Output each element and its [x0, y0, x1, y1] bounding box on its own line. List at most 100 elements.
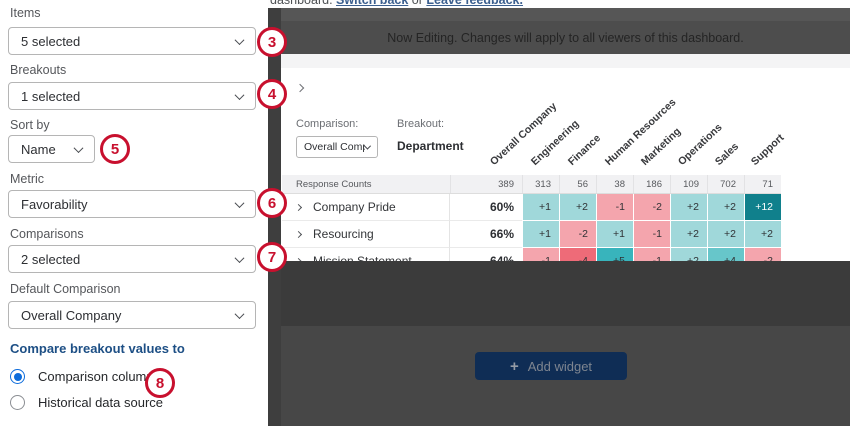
historical-data-source-radio-label: Historical data source — [38, 395, 163, 410]
chevron-down-icon — [73, 142, 84, 153]
items-label: Items — [10, 6, 41, 20]
table-row: Company Pride 60% +1 +2 -1 -2 +2 +2 +12 — [282, 194, 781, 221]
metric-select-value: Favorability — [21, 196, 88, 212]
default-comparison-label: Default Comparison — [10, 282, 121, 296]
response-count-value: 56 — [559, 175, 596, 193]
delta-cell: +2 — [670, 248, 707, 261]
response-count-value: 313 — [522, 175, 559, 193]
now-editing-banner: Now Editing. Changes will apply to all v… — [281, 21, 850, 54]
response-count-value: 389 — [450, 175, 522, 193]
response-count-value: 702 — [707, 175, 744, 193]
column-header-overall-company: Overall Company — [487, 100, 560, 168]
metric-select[interactable]: Favorability — [8, 190, 256, 218]
delta-cell: -2 — [559, 221, 596, 248]
delta-cell: +2 — [707, 221, 744, 248]
annotation-circle-3: 3 — [257, 27, 287, 57]
comparisons-select-value: 2 selected — [21, 251, 81, 267]
annotation-circle-5: 5 — [100, 134, 130, 164]
dimmed-header-strip — [281, 8, 850, 21]
comparison-dropdown[interactable]: Overall Comp... — [296, 136, 378, 158]
preview-mode-bar: dashboard. Switch back or Leave feedback… — [268, 0, 850, 8]
delta-cell: +1 — [522, 221, 559, 248]
row-label: Resourcing — [313, 227, 374, 241]
dashboard-canvas-strip — [281, 54, 850, 68]
comparison-control-label: Comparison: — [296, 118, 359, 130]
comparison-dropdown-value: Overall Comp... — [304, 141, 365, 153]
delta-cell: -1 — [522, 248, 559, 261]
breakouts-select[interactable]: 1 selected — [8, 82, 256, 110]
delta-cell: +2 — [670, 194, 707, 221]
delta-cell: -1 — [633, 248, 670, 261]
comparisons-label: Comparisons — [10, 227, 84, 241]
response-count-value: 109 — [670, 175, 707, 193]
delta-cell: -1 — [633, 221, 670, 248]
items-select-value: 5 selected — [21, 33, 81, 49]
chevron-down-icon — [234, 197, 245, 208]
delta-cell: +2 — [744, 221, 781, 248]
default-comparison-select[interactable]: Overall Company — [8, 301, 256, 329]
comparison-table: Response Counts 389 313 56 38 186 109 702 71 Comp… — [282, 175, 781, 261]
comparison-column-radio[interactable] — [10, 369, 25, 384]
compare-breakout-heading: Compare breakout values to — [10, 341, 185, 356]
breakouts-label: Breakouts — [10, 63, 67, 77]
response-counts-row: Response Counts 389 313 56 38 186 109 702 71 — [282, 175, 781, 194]
comparison-column-radio-label: Comparison column — [38, 369, 154, 384]
sort-by-select-value: Name — [21, 141, 56, 157]
breakout-control-label: Breakout: — [397, 118, 445, 130]
delta-cell: -4 — [559, 248, 596, 261]
now-editing-text: Now Editing. Changes will apply to all v… — [387, 30, 744, 45]
switch-back-link[interactable]: Switch back — [336, 0, 409, 7]
row-expand-control[interactable]: Mission Statement — [282, 248, 450, 261]
breakouts-select-value: 1 selected — [21, 88, 81, 104]
chevron-right-icon — [294, 230, 303, 238]
delta-cell: +2 — [559, 194, 596, 221]
annotation-circle-7: 7 — [257, 242, 287, 272]
table-row: Mission Statement 64% -1 -4 +5 -1 +2 +4 -2 — [282, 248, 781, 261]
preview-bar-text: dashboard. — [270, 0, 333, 7]
overall-value: 66% — [450, 221, 522, 248]
column-header-sales: Sales — [712, 140, 742, 168]
column-header-support: Support — [748, 131, 787, 168]
items-select[interactable]: 5 selected — [8, 27, 256, 55]
delta-cell: +5 — [596, 248, 633, 261]
delta-cell: +1 — [522, 194, 559, 221]
chevron-down-icon — [234, 89, 245, 100]
overall-value: 60% — [450, 194, 522, 221]
delta-cell: -2 — [633, 194, 670, 221]
annotation-circle-4: 4 — [257, 79, 287, 109]
sort-by-label: Sort by — [10, 118, 50, 132]
response-counts-label: Response Counts — [296, 178, 372, 190]
leave-feedback-link[interactable]: Leave feedback. — [426, 0, 523, 7]
comparison-widget: Comparison: Overall Comp... Breakout: De… — [281, 68, 850, 261]
row-label: Mission Statement — [313, 254, 412, 261]
annotation-circle-6: 6 — [257, 188, 287, 218]
sort-by-select[interactable]: Name — [8, 135, 95, 163]
delta-cell: -2 — [744, 248, 781, 261]
row-expand-control[interactable]: Company Pride — [282, 194, 450, 221]
chevron-down-icon — [234, 252, 245, 263]
row-label: Company Pride — [313, 200, 396, 214]
preview-bar-conjunction: or — [411, 0, 423, 7]
add-widget-button[interactable]: + Add widget — [475, 352, 627, 380]
annotation-circle-8: 8 — [145, 368, 175, 398]
metric-label: Metric — [10, 172, 45, 186]
row-expand-control[interactable]: Resourcing — [282, 221, 450, 248]
delta-cell: +2 — [670, 221, 707, 248]
delta-cell: +1 — [596, 221, 633, 248]
overall-value: 64% — [450, 248, 522, 261]
comparisons-select[interactable]: 2 selected — [8, 245, 256, 273]
delta-cell: +12 — [744, 194, 781, 221]
collapse-chevron-icon[interactable] — [295, 83, 305, 93]
dashboard-area: dashboard. Switch back or Leave feedback… — [268, 0, 850, 426]
chevron-right-icon — [294, 203, 303, 211]
widget-settings-panel: Items 5 selected Breakouts 1 selected So… — [0, 0, 268, 426]
chevron-down-icon — [234, 34, 245, 45]
chevron-down-icon — [363, 142, 372, 150]
historical-data-source-radio[interactable] — [10, 395, 25, 410]
delta-cell: +2 — [707, 194, 744, 221]
add-widget-label: Add widget — [527, 358, 593, 374]
chevron-down-icon — [234, 308, 245, 319]
response-count-value: 186 — [633, 175, 670, 193]
delta-cell: -1 — [596, 194, 633, 221]
